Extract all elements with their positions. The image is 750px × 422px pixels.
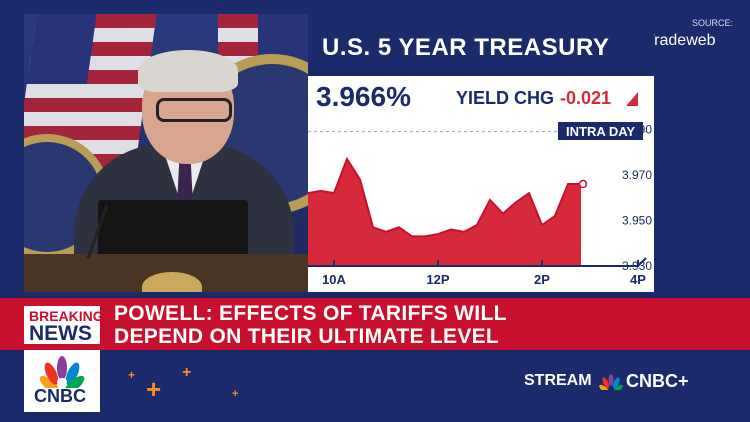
x-tick-label: 10A — [322, 272, 346, 287]
source-label: SOURCE: — [692, 18, 734, 28]
treasury-panel: U.S. 5 YEAR TREASURY 3.966% YIELD CHG -0… — [308, 14, 654, 292]
x-tick-label: 12P — [426, 272, 449, 287]
decor-plus-icon: + — [128, 368, 136, 382]
cnbc-logo-text: CNBC — [34, 386, 86, 406]
x-tick-label: 4P — [630, 272, 646, 287]
yield-value: 3.966% — [316, 81, 411, 112]
x-tick-label: 2P — [534, 272, 550, 287]
news-label: NEWS — [29, 322, 92, 345]
yield-row: 3.966% YIELD CHG -0.021 — [308, 76, 654, 118]
panel-title-bar: U.S. 5 YEAR TREASURY — [308, 14, 654, 76]
yield-change-label: YIELD CHG — [456, 88, 555, 108]
podium-laptop — [98, 200, 248, 260]
peacock-icon — [39, 356, 85, 388]
yield-line — [308, 156, 581, 238]
peacock-small-icon — [599, 374, 623, 390]
video-feed — [24, 14, 308, 292]
y-tick-label: 3.930 — [622, 259, 652, 273]
decor-plus-icon: + — [232, 388, 239, 400]
y-tick-label: 3.950 — [622, 213, 652, 227]
intraday-badge: INTRA DAY — [558, 122, 644, 140]
breaking-label: BREAKING — [29, 308, 104, 324]
speaker-hair — [138, 50, 238, 92]
speaker-glasses — [156, 98, 232, 122]
y-tick-label: 3.970 — [622, 168, 652, 182]
decor-plus-icon: + — [146, 374, 162, 404]
tradeweb-logo-text: Tradeweb — [645, 32, 716, 49]
decor-plus-icon: + — [182, 364, 192, 381]
cnbc-logo: CNBC — [24, 350, 100, 412]
headline-bar: POWELL: EFFECTS OF TARIFFS WILL DEPEND O… — [100, 298, 750, 350]
yield-area — [308, 158, 581, 266]
bottom-bar: CNBC + + + + STREAM CNBC+ — [0, 350, 750, 422]
panel-title: U.S. 5 YEAR TREASURY — [322, 34, 610, 61]
stream-label: STREAM — [524, 372, 592, 389]
headline-line-2: DEPEND ON THEIR ULTIMATE LEVEL — [114, 325, 500, 348]
breaking-news-label: BREAKING NEWS — [24, 306, 104, 345]
podium-seal — [142, 272, 202, 292]
cnbc-plus-brand: CNBC+ — [626, 371, 689, 391]
yield-change-value: -0.021 — [560, 88, 612, 108]
change-direction-icon — [626, 92, 638, 106]
headline-line-1: POWELL: EFFECTS OF TARIFFS WILL — [114, 302, 507, 325]
latest-point — [578, 179, 588, 189]
